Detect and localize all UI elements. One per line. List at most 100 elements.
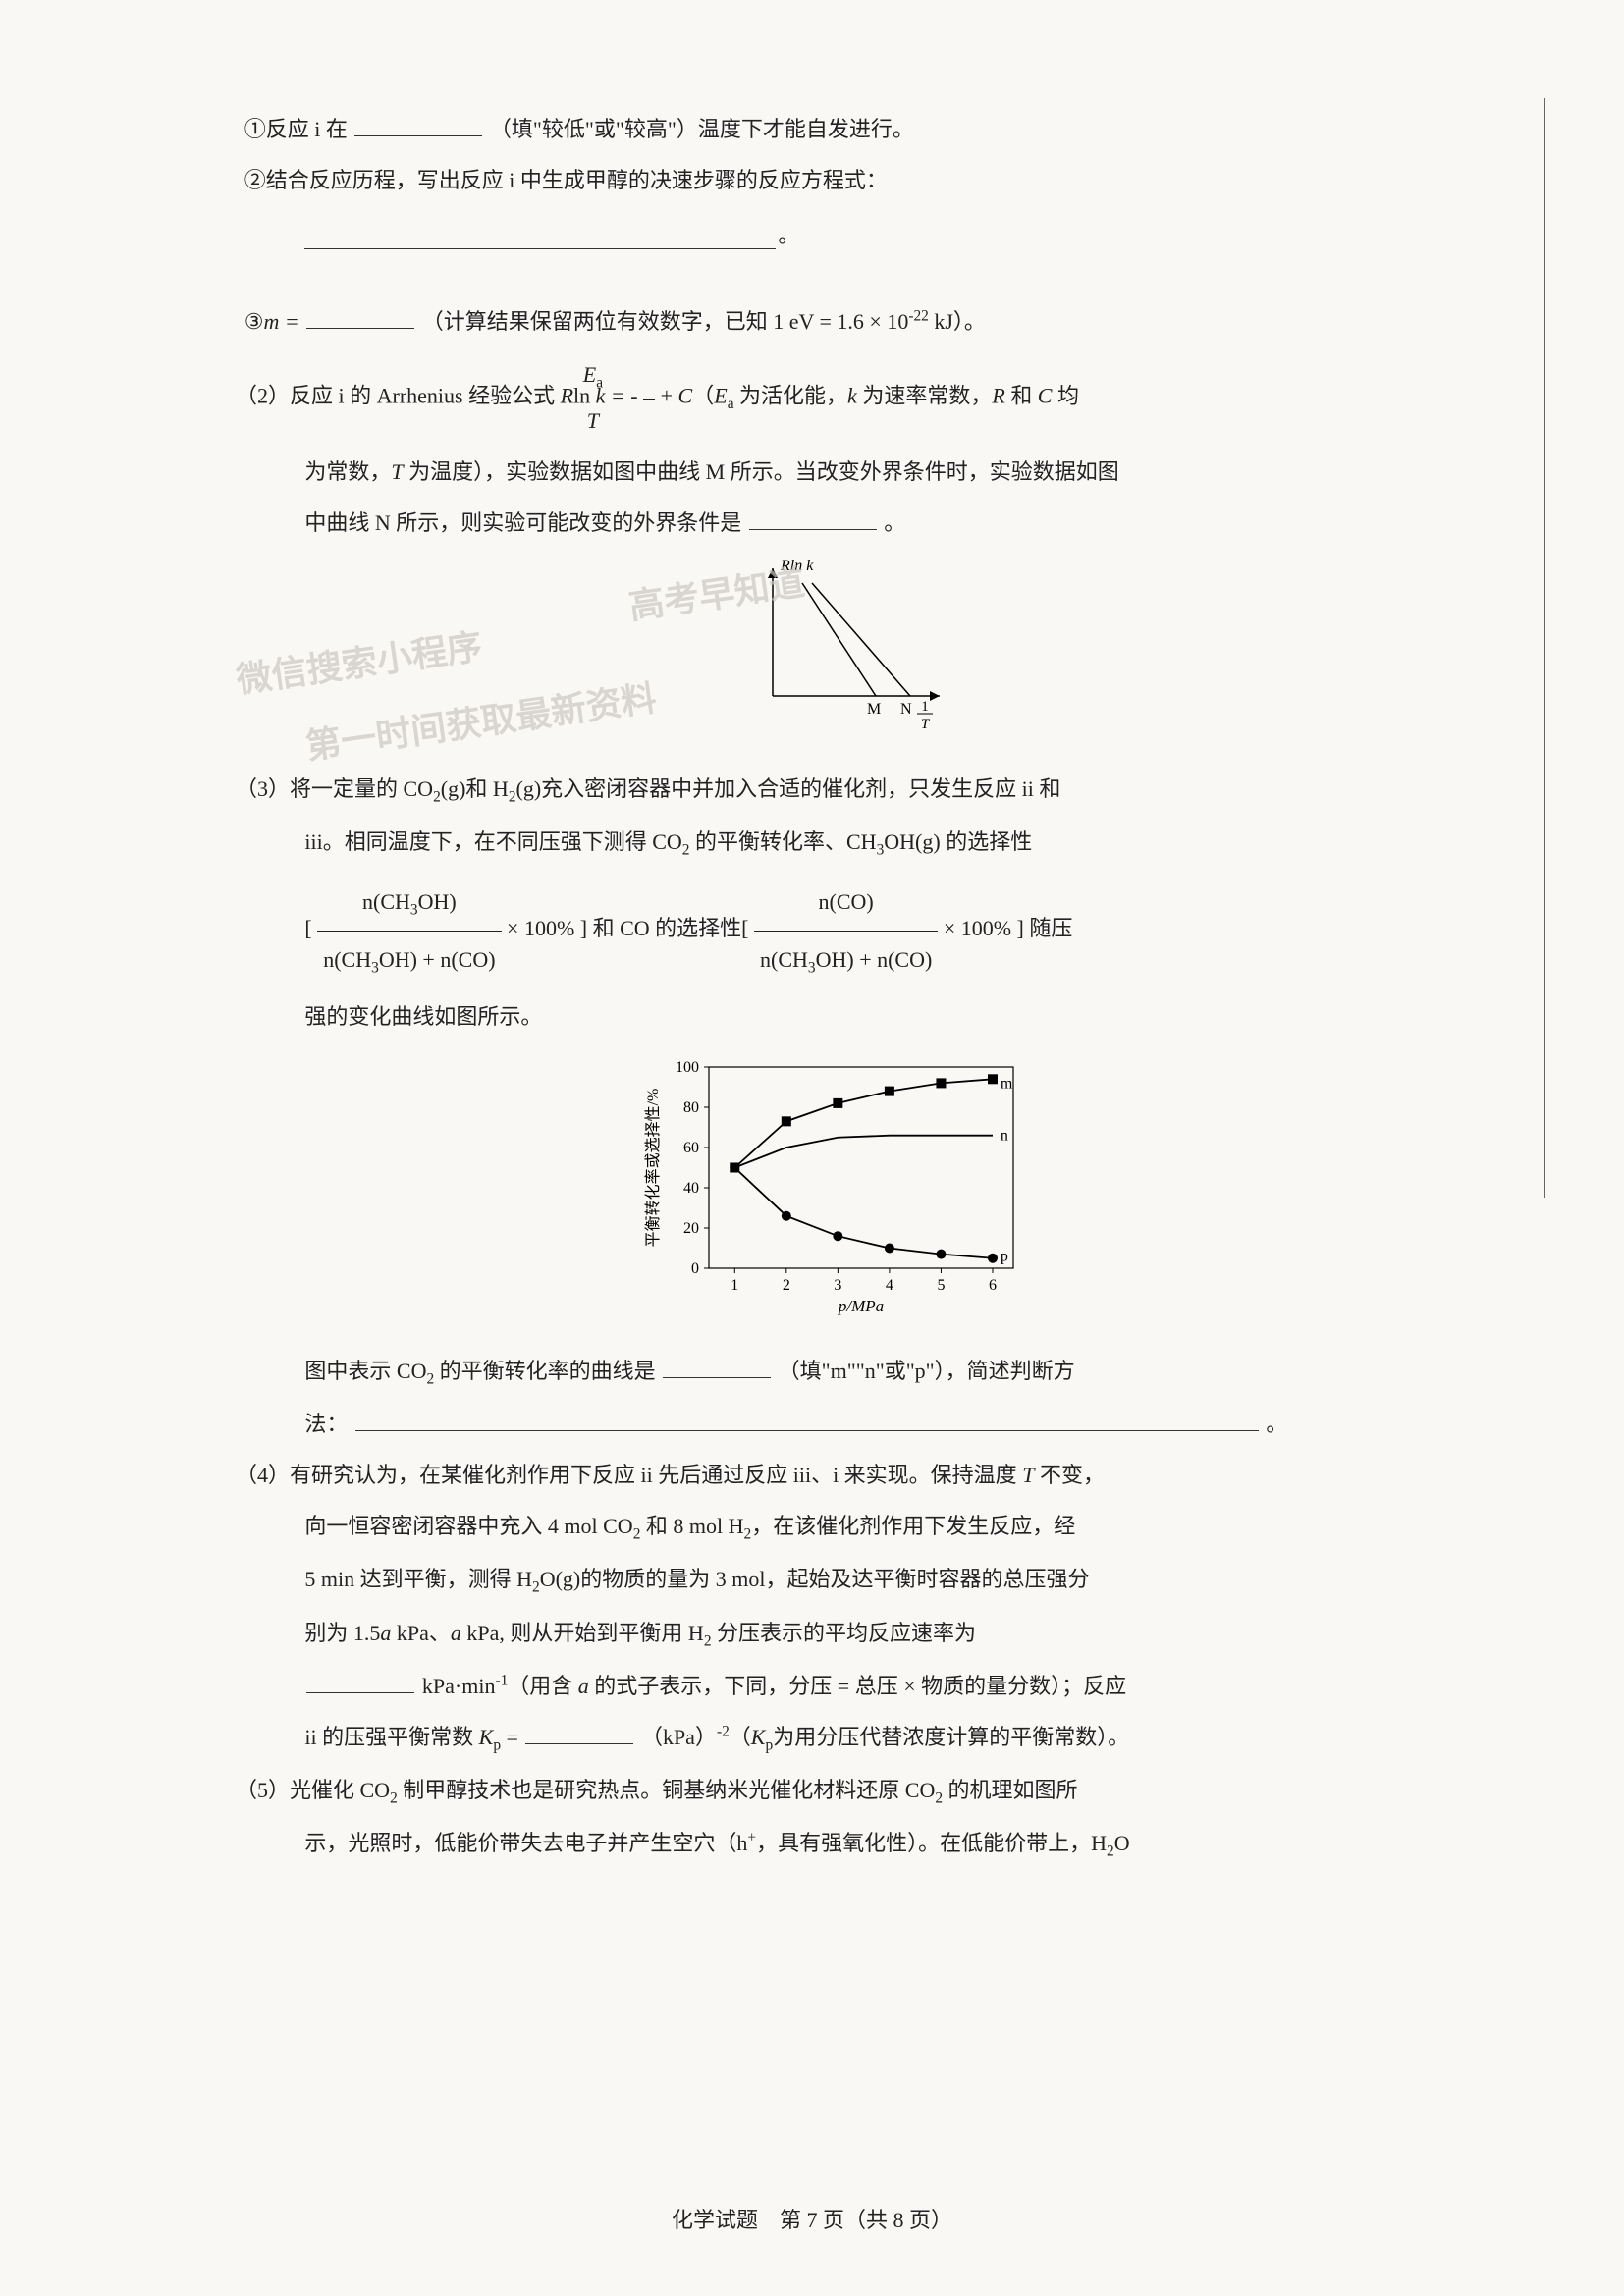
q12-b: 。 [1266,1412,1287,1436]
q9-c: × 100% ] 随压 [944,916,1073,940]
q20-line: 示，光照时，低能价带失去电子并产生空穴（h+，具有强氧化性）。在低能价带上，H2… [236,1822,1457,1867]
q18-b: = [501,1725,523,1749]
page-footer: 化学试题 第 7 页（共 8 页） [0,2199,1624,2242]
blank-2b[interactable] [304,210,776,249]
q9-d2: OH) + n(CO) [379,947,496,972]
q14-b: 和 8 mol H [640,1514,743,1538]
q9-frac1: n(CH3OH) n(CH3OH) + n(CO) [317,874,501,988]
q5-line: 为常数，T 为温度），实验数据如图中曲线 M 所示。当改变外界条件时，实验数据如… [236,451,1457,494]
frac-ea: E [583,362,596,387]
q11-b: 的平衡转化率的曲线是 [434,1359,656,1383]
svg-text:100: 100 [676,1059,699,1076]
footer-subject: 化学试题 [672,2208,758,2232]
q13-a: （4）有研究认为，在某催化剂作用下反应 ii 先后通过反应 iii、i 来实现。… [236,1463,1022,1487]
svg-text:4: 4 [886,1277,893,1294]
q3-exp: -22 [908,307,929,324]
q16-c: kPa, 则从开始到平衡用 H [461,1621,704,1645]
q1-text-b: （填"较低"或"较高"）温度下才能自发进行。 [490,117,914,141]
q4-ea: E [714,383,727,407]
q15-a: 5 min 达到平衡，测得 H [304,1567,532,1591]
q17-aa: a [578,1674,589,1698]
q9-frac2: n(CO) n(CH3OH) + n(CO) [754,874,938,988]
q17-line: kPa·min-1（用含 a 的式子表示，下同，分压 = 总压 × 物质的量分数… [236,1665,1457,1708]
q4-e: 为速率常数， [857,383,993,407]
q5-a: 为常数， [304,459,391,484]
svg-text:60: 60 [683,1140,699,1156]
frac-ea-sub: a [596,374,603,391]
q18-e: 为用分压代替浓度计算的平衡常数）。 [773,1725,1129,1749]
q11-line: 图中表示 CO2 的平衡转化率的曲线是 （填"m""n"或"p"），简述判断方 [236,1350,1457,1395]
q10-line: 强的变化曲线如图所示。 [236,995,1457,1039]
q9-a: [ [304,916,317,940]
q8-b: 的平衡转化率、CH [690,829,877,854]
blank-12[interactable] [355,1430,1259,1431]
q9-b: × 100% ] 和 CO 的选择性[ [507,916,754,940]
q19-a: （5）光催化 CO [236,1778,390,1802]
q16-a: 别为 1.5 [304,1621,380,1645]
q18-a: ii 的压强平衡常数 [304,1725,478,1749]
q7-a: （3）将一定量的 CO [236,776,433,801]
q18-kps: p [493,1736,501,1753]
q17-c: 的式子表示，下同，分压 = 总压 × 物质的量分数）；反应 [589,1674,1126,1698]
q1-line: ①反应 i 在 （填"较低"或"较高"）温度下才能自发进行。 [236,108,1457,151]
q3-a: ③ [244,309,264,334]
q2-line: ②结合反应历程，写出反应 i 中生成甲醇的决速步骤的反应方程式： [236,159,1457,202]
q6-a: 中曲线 N 所示，则实验可能改变的外界条件是 [304,510,741,535]
q3-b: （计算结果保留两位有效数字，已知 1 eV = 1.6 × 10 [422,309,909,334]
svg-text:0: 0 [691,1260,699,1277]
q4-kk: k [847,383,857,407]
q3-c: kJ）。 [929,309,986,334]
q20-c: O [1114,1831,1130,1855]
q19-c: 的机理如图所 [943,1778,1078,1802]
q4-b: + [661,383,678,407]
q7-b: (g)和 H [441,776,509,801]
svg-text:6: 6 [989,1277,997,1294]
q16-bb: a [451,1621,461,1645]
blank-6[interactable] [749,529,877,530]
svg-text:m: m [1001,1075,1013,1092]
q18-line: ii 的压强平衡常数 Kp = （kPa）-2（Kp为用分压代替浓度计算的平衡常… [236,1716,1457,1761]
svg-text:平衡转化率或选择性/%: 平衡转化率或选择性/% [644,1089,662,1248]
q8-a: iii。相同温度下，在不同压强下测得 CO [304,829,681,854]
q9-d3: n(CH [760,947,808,972]
chart2-wrap: 123456020406080100mnpp/MPa平衡转化率或选择性/% [236,1052,1457,1332]
q10-text: 强的变化曲线如图所示。 [304,1004,542,1029]
q1-text-a: ①反应 i 在 [244,117,348,141]
q6-b: 。 [884,510,905,535]
q11-a: 图中表示 CO [304,1359,426,1383]
q15-line: 5 min 达到平衡，测得 H2O(g)的物质的量为 3 mol，起始及达平衡时… [236,1558,1457,1603]
q16-line: 别为 1.5a kPa、a kPa, 则从开始到平衡用 H2 分压表示的平均反应… [236,1612,1457,1657]
q14-c: ，在该催化剂作用下发生反应，经 [751,1514,1075,1538]
blank-18[interactable] [525,1743,633,1744]
q12-line: 法： 。 [236,1403,1457,1446]
q2-end: 。 [778,223,799,247]
q4-cc: C [1038,383,1053,407]
q4-line: （2）反应 i 的 Arrhenius 经验公式 Rln k = - Ea T … [236,353,1457,443]
blank-1[interactable] [354,135,482,136]
q5-b: 为温度），实验数据如图中曲线 M 所示。当改变外界条件时，实验数据如图 [404,459,1119,484]
blank-17[interactable] [306,1692,414,1693]
q17-exp: -1 [495,1673,508,1689]
q13-b: 不变， [1034,1463,1105,1487]
arrhenius-chart: MNRln k1T [729,559,964,735]
blank-3[interactable] [306,328,414,329]
q14-line: 向一恒容密闭容器中充入 4 mol CO2 和 8 mol H2，在该催化剂作用… [236,1505,1457,1550]
q8-c: OH(g) 的选择性 [884,829,1032,854]
svg-text:1: 1 [921,699,929,715]
q18-exp: -2 [717,1724,730,1740]
q8-line: iii。相同温度下，在不同压强下测得 CO2 的平衡转化率、CH3OH(g) 的… [236,821,1457,866]
svg-text:Rln k: Rln k [780,559,814,574]
q17-a: kPa·min [422,1674,496,1698]
frac-t: T [587,408,599,433]
blank-11[interactable] [663,1377,771,1378]
q9-n1: n(CH [362,889,410,914]
q16-b: kPa、 [391,1621,451,1645]
q16-d: 分压表示的平均反应速率为 [712,1621,977,1645]
q4-a: （2）反应 i 的 Arrhenius 经验公式 [236,383,561,407]
page-divider [1544,98,1545,1198]
q4-frac: Ea T [643,353,655,443]
svg-text:p/MPa: p/MPa [838,1297,884,1315]
q20-b: ，具有强氧化性）。在低能价带上，H [756,1831,1107,1855]
q18-kp2: K [751,1725,766,1749]
q4-cplain: C [678,383,693,407]
